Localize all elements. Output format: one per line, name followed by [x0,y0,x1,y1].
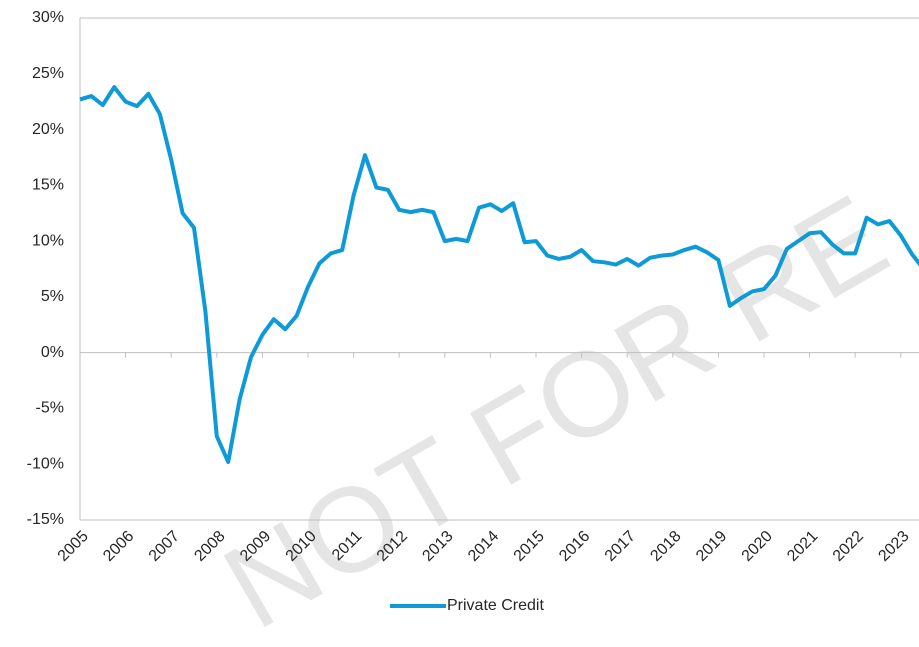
y-tick-label: 25% [32,65,64,82]
y-tick-label: -15% [27,511,64,528]
x-tick-label: 2007 [146,528,183,565]
y-tick-label: 10% [32,232,64,249]
watermark: NOT FOR RE [202,169,908,647]
legend-label: Private Credit [447,597,544,614]
x-tick-label: 2020 [739,528,776,565]
y-tick-label: 30% [32,9,64,26]
y-tick-label: 5% [41,288,64,305]
x-tick-label: 2023 [875,528,912,565]
x-tick-label: 2016 [556,528,593,565]
x-tick-label: 2018 [647,528,684,565]
y-tick-label: 0% [41,344,64,361]
y-tick-label: -5% [36,400,64,417]
x-tick-label: 2019 [693,528,730,565]
series-line [79,85,919,464]
x-tick-label: 2022 [830,528,867,565]
y-tick-label: -10% [27,455,64,472]
x-tick-label: 2015 [511,528,548,565]
x-tick-label: 2017 [602,528,639,565]
y-tick-label: 15% [32,177,64,194]
x-tick-label: 2021 [784,528,821,565]
x-tick-label: 2005 [55,528,92,565]
x-tick-label: 2006 [100,528,137,565]
y-tick-label: 20% [32,121,64,138]
